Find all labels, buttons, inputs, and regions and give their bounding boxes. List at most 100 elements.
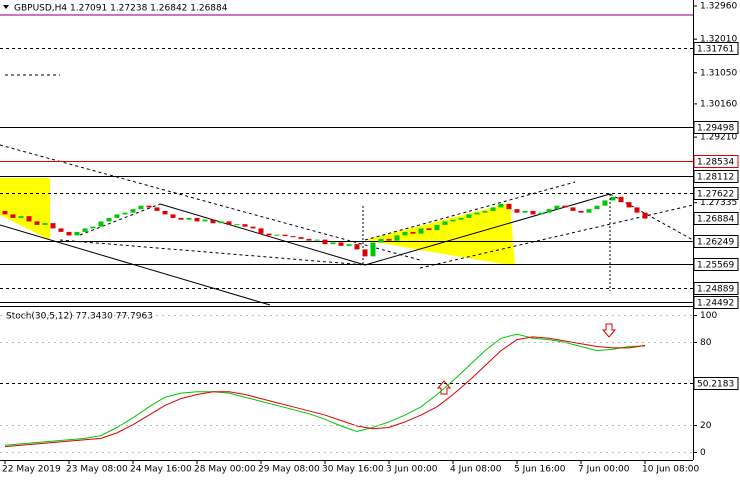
chart-title: GBPUSD,H4 1.27091 1.27238 1.26842 1.2688… — [14, 4, 228, 14]
candle — [554, 205, 560, 210]
candle — [202, 219, 208, 222]
candle — [210, 219, 216, 224]
candle — [50, 223, 56, 229]
x-tick-label: 10 Jun 08:00 — [642, 465, 699, 475]
level-label: 1.29498 — [697, 124, 734, 134]
level-label: 1.27622 — [697, 190, 734, 200]
candle — [266, 233, 272, 236]
level-label-box — [693, 155, 739, 168]
candle — [226, 221, 232, 225]
level-label: 1.28534 — [697, 158, 734, 168]
level-label-box — [693, 121, 739, 134]
y-tick-label: 1.29210 — [700, 133, 737, 143]
level-label: 1.31761 — [697, 45, 734, 55]
channel-line — [419, 204, 694, 269]
y-tick-label: 20 — [700, 421, 712, 431]
candle — [74, 231, 80, 236]
candle — [138, 205, 144, 210]
indicator-title: Stoch(30,5,12) 77.3430 77.7963 — [6, 312, 153, 322]
x-tick-label: 23 May 08:00 — [66, 465, 128, 475]
candle — [394, 235, 400, 241]
candle — [434, 224, 440, 231]
candle — [458, 217, 464, 220]
level-label: 50.2183 — [697, 380, 734, 390]
candle — [330, 242, 336, 245]
candle — [146, 205, 152, 208]
candle — [546, 209, 552, 213]
candle — [282, 234, 288, 237]
candle — [482, 210, 488, 213]
candle — [58, 228, 64, 232]
y-tick-label: 1.32960 — [700, 1, 737, 11]
candle — [2, 210, 8, 215]
y-tick-label: 1.27335 — [700, 198, 737, 208]
candle — [186, 217, 192, 220]
candle — [106, 217, 112, 222]
channel-line — [79, 203, 161, 236]
candle — [98, 221, 104, 227]
level-label: 1.26884 — [697, 215, 734, 225]
candle — [610, 196, 616, 201]
menu-arrow — [3, 5, 9, 9]
zigzag-line — [159, 203, 366, 266]
x-tick-label: 22 May 2019 — [2, 465, 61, 475]
y-tick-label: 0 — [700, 448, 706, 458]
candle — [530, 210, 536, 215]
x-tick-label: 29 May 08:00 — [258, 465, 320, 475]
candle — [354, 244, 360, 250]
level-label: 1.26249 — [697, 238, 734, 248]
candle — [290, 236, 296, 238]
channel-line — [364, 181, 576, 241]
candle — [162, 210, 168, 215]
candle — [378, 238, 384, 243]
level-label-box — [693, 282, 739, 295]
candle — [570, 207, 576, 211]
x-tick-label: 24 May 16:00 — [130, 465, 192, 475]
stoch-line — [4, 336, 646, 448]
candle — [642, 212, 648, 219]
candle — [538, 212, 544, 215]
candle — [562, 205, 568, 208]
candle — [474, 212, 480, 215]
x-tick-label: 30 May 16:00 — [322, 465, 384, 475]
level-label: 1.28112 — [697, 173, 734, 183]
candle — [178, 217, 184, 220]
candle — [410, 231, 416, 234]
candle — [506, 203, 512, 210]
candle — [362, 249, 368, 257]
stoch-line — [4, 333, 646, 446]
candle — [10, 214, 16, 218]
candle — [618, 196, 624, 203]
candle — [514, 209, 520, 213]
candle — [130, 209, 136, 213]
candle — [370, 242, 376, 257]
channel-line — [0, 144, 421, 261]
candle — [258, 228, 264, 234]
level-label-box — [693, 235, 739, 248]
candle — [170, 214, 176, 218]
candle — [18, 216, 24, 218]
candle — [426, 228, 432, 231]
level-label-box — [693, 258, 739, 271]
level-label-box — [693, 187, 739, 200]
candle — [154, 207, 160, 211]
y-tick-label: 1.30160 — [700, 99, 737, 109]
y-tick-label: 100 — [700, 311, 717, 321]
candle — [346, 244, 352, 246]
x-tick-label: 3 Jun 00:00 — [386, 465, 438, 475]
candle — [314, 239, 320, 241]
candle — [242, 224, 248, 227]
x-tick-label: 4 Jun 08:00 — [450, 465, 502, 475]
x-tick-label: 5 Jun 16:00 — [514, 465, 566, 475]
channel-line — [609, 193, 694, 241]
candle — [66, 231, 72, 236]
candle — [578, 210, 584, 213]
level-label: 1.25569 — [697, 261, 734, 271]
level-label: 1.24492 — [697, 299, 734, 309]
candle — [490, 207, 496, 211]
candle — [42, 223, 48, 225]
candle — [306, 238, 312, 241]
candle — [114, 214, 120, 218]
candle — [594, 205, 600, 210]
candle — [626, 202, 632, 208]
